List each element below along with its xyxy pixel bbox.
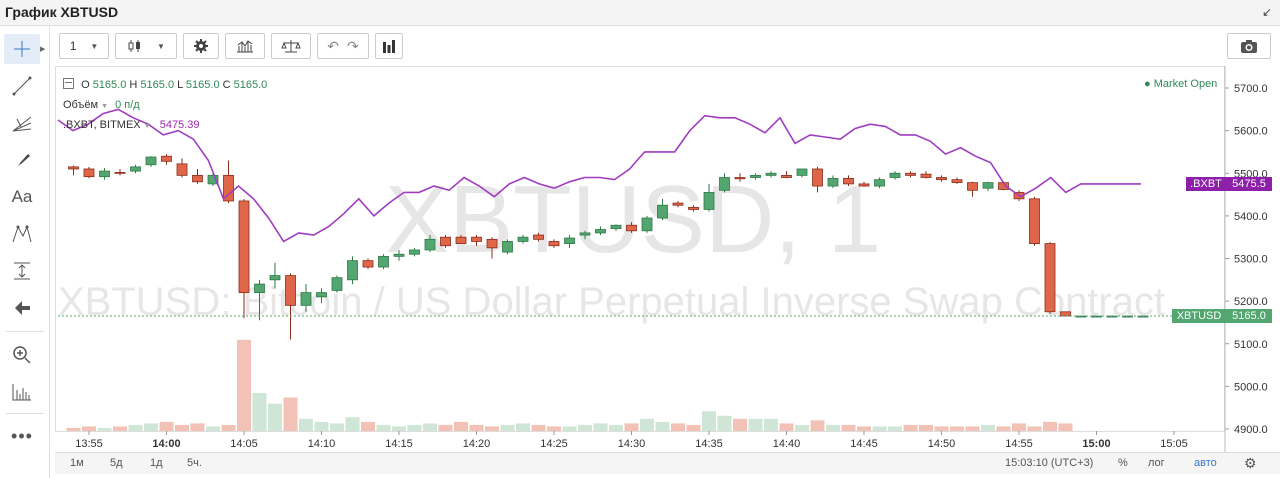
undo-icon[interactable]: ↶ [327,37,339,54]
time-axis-label: 14:15 [385,438,413,450]
bxbt-price-tag: 5475.5 [1226,176,1272,191]
brush-icon[interactable] [4,145,40,175]
measure-icon[interactable] [4,256,40,286]
time-axis-label: 14:25 [540,438,568,450]
interval-value: 1 [69,39,77,53]
time-axis-label: 14:10 [308,438,336,450]
price-axis-label: 5100.0 [1234,339,1268,351]
pattern-icon[interactable] [4,219,40,249]
crosshair-icon[interactable] [4,34,40,64]
camera-icon [1241,40,1257,53]
fib-icon[interactable] [4,108,40,138]
compare-legend: .BXBT, BITMEX ▼ 5475.39 [63,119,199,131]
collapse-icon[interactable]: ↙ [1261,5,1272,19]
candles-icon [128,40,141,52]
volume-unit: п/д [124,99,140,111]
window-titlebar: График XBTUSD ↙ [0,0,1280,26]
log-toggle[interactable]: лог [1148,457,1165,469]
clock: 15:03:10 (UTC+3) [1005,457,1094,469]
price-axis-label: 5000.0 [1234,381,1268,393]
price-axis-label: 5600.0 [1234,126,1268,138]
time-axis-label: 13:55 [75,438,103,450]
scales-icon [281,40,301,53]
range-5h[interactable]: 5ч. [187,457,202,469]
trendline-icon[interactable] [4,71,40,101]
time-axis-label: 14:20 [463,438,491,450]
ohlc-o-value: 5165.0 [92,79,127,91]
tool-menu-arrow-icon[interactable]: ▶ [40,46,46,53]
compare-button[interactable] [271,33,311,59]
time-axis-label: 14:50 [928,438,956,450]
xbt-price-tag: 5165.0 [1226,309,1272,324]
bottom-bar: 1м 5д 1д 5ч. 15:03:10 (UTC+3) % лог авто… [55,452,1280,474]
market-status: ● Market Open [1144,78,1217,90]
measure-ruler-icon[interactable] [4,377,40,407]
volume-value: 0 [115,99,122,111]
percent-toggle[interactable]: % [1118,457,1128,469]
price-axis-label: 5400.0 [1234,211,1268,223]
chart-toolbar: 1 ▼ ▼ ↶ ↷ [51,26,1280,66]
chart-pane[interactable] [55,66,1225,432]
market-status-label: Market Open [1153,78,1218,90]
time-axis-label: 14:40 [773,438,801,450]
bxbt-symbol-tag: .BXBT [1186,176,1226,191]
redo-icon[interactable]: ↷ [347,37,359,54]
toolbar-divider [6,331,44,332]
price-axis-label: 4900.0 [1234,424,1268,436]
range-1d[interactable]: 1д [150,457,163,469]
bars-button[interactable] [375,33,403,59]
volume-chevron-icon[interactable]: ▼ [101,103,109,110]
settings-button[interactable] [183,33,219,59]
more-tools-icon[interactable]: ••• [11,425,33,446]
chart-type-chevron-icon: ▼ [157,41,165,51]
time-axis-label: 15:00 [1082,438,1110,450]
undo-redo-group: ↶ ↷ [317,33,369,59]
ohlc-h-value: 5165.0 [140,79,175,91]
ohlc-l-label: L [177,79,183,91]
market-open-dot-icon: ● [1144,78,1151,90]
price-axis-label: 5200.0 [1234,296,1268,308]
auto-toggle[interactable]: авто [1194,457,1217,469]
indicators-button[interactable] [225,33,265,59]
time-axis-label: 14:45 [850,438,878,450]
xbt-symbol-tag: XBTUSD [1172,309,1226,324]
compare-label: .BXBT, BITMEX [63,119,141,131]
screenshot-button[interactable] [1227,33,1271,59]
range-1m[interactable]: 1м [70,457,84,469]
ohlc-c-value: 5165.0 [233,79,268,91]
chevron-down-icon: ▼ [90,41,99,51]
text-tool-icon[interactable]: Aa [11,187,33,206]
time-axis-label: 14:30 [618,438,646,450]
indicators-icon [237,40,253,53]
compare-value: 5475.39 [159,119,200,131]
time-axis-label: 15:05 [1160,438,1188,450]
ohlc-o-label: O [81,79,90,91]
compare-chevron-icon[interactable]: ▼ [143,123,151,130]
time-axis-label: 14:35 [695,438,723,450]
legend-toggle-icon[interactable] [63,78,74,89]
price-axis-label: 5700.0 [1234,83,1268,95]
ohlc-c-label: C [222,79,231,91]
window-title: График XBTUSD [5,4,119,20]
volume-label: Объём [63,99,99,111]
zoom-in-icon[interactable] [4,340,40,370]
axis-settings-icon[interactable]: ⚙ [1244,455,1257,471]
time-axis-label: 14:05 [230,438,258,450]
time-axis-label: 14:00 [152,438,180,450]
ohlc-h-label: H [129,79,138,91]
time-axis-label: 14:55 [1005,438,1033,450]
drawing-toolbar: ▶ Aa ••• [0,26,50,478]
arrow-left-icon[interactable] [4,293,40,323]
ohlc-l-value: 5165.0 [185,79,220,91]
interval-select[interactable]: 1 ▼ [59,33,109,59]
chart-type-select[interactable]: ▼ [115,33,177,59]
ohlc-legend: O 5165.0 H 5165.0 L 5165.0 C 5165.0 [63,78,267,91]
range-5d[interactable]: 5д [110,457,123,469]
price-axis-label: 5300.0 [1234,254,1268,266]
volume-legend: Объём ▼ 0 п/д [63,99,140,111]
bar-chart-icon [383,40,395,53]
toolbar-divider-2 [6,413,44,414]
gear-icon [194,39,208,53]
